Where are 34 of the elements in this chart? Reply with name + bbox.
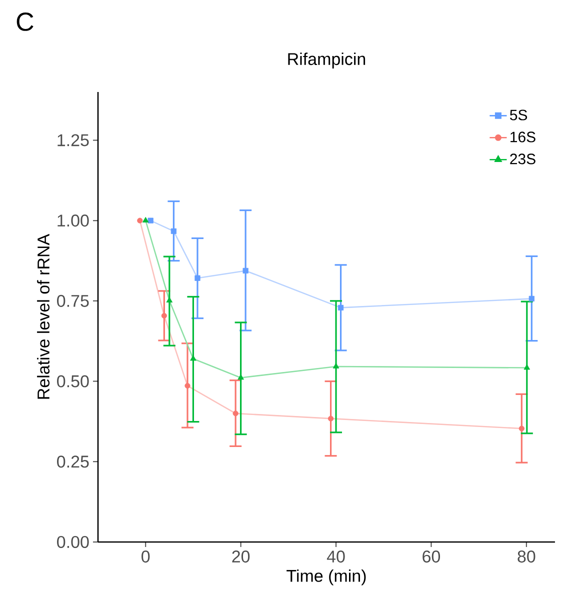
point — [161, 312, 167, 319]
x-tick-label: 40 — [326, 550, 345, 563]
point — [170, 228, 176, 234]
point — [142, 216, 149, 222]
point — [332, 362, 340, 368]
x-tick-label: 0 — [142, 550, 150, 563]
point — [328, 416, 334, 422]
point — [242, 268, 248, 274]
x-tick-label: 20 — [232, 550, 250, 563]
point — [166, 297, 173, 303]
point — [148, 218, 154, 224]
x-axis-title: Time (min) — [286, 569, 366, 586]
y-tick-label: 1.00 — [58, 214, 89, 227]
legend-label: 23S — [510, 154, 536, 164]
point — [232, 410, 238, 416]
y-tick-label: 0.50 — [57, 375, 89, 388]
point — [184, 382, 190, 389]
point — [524, 364, 530, 370]
legend-label: 16S — [510, 132, 536, 142]
point — [194, 275, 200, 281]
legend-label: 5S — [510, 110, 528, 120]
y-axis-title: Relative level of rRNA — [37, 234, 50, 399]
x-tick-label: 80 — [518, 550, 536, 563]
text: C — [16, 12, 34, 31]
chart-title: Rifampicin — [288, 52, 366, 68]
y-tick-label: 1.25 — [58, 134, 89, 146]
y-tick-label: 0.00 — [57, 536, 89, 548]
point — [137, 218, 143, 224]
point — [518, 426, 524, 432]
y-tick-label: 0.75 — [57, 294, 89, 307]
point — [528, 296, 534, 302]
x-tick-label: 60 — [422, 550, 440, 563]
y-tick-label: 0.25 — [57, 456, 89, 468]
point — [338, 304, 344, 310]
